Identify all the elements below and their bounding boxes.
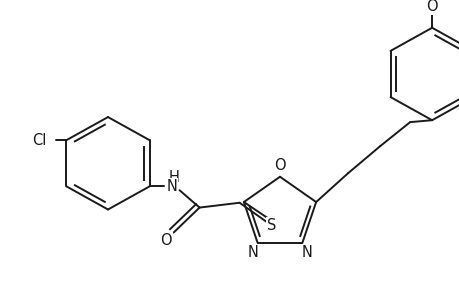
- Text: H: H: [168, 170, 179, 185]
- Text: N: N: [166, 179, 177, 194]
- Text: O: O: [425, 0, 437, 14]
- Text: S: S: [266, 218, 276, 233]
- Text: Cl: Cl: [32, 133, 46, 148]
- Text: N: N: [301, 245, 312, 260]
- Text: O: O: [159, 233, 171, 248]
- Text: O: O: [274, 158, 285, 173]
- Text: N: N: [246, 245, 257, 260]
